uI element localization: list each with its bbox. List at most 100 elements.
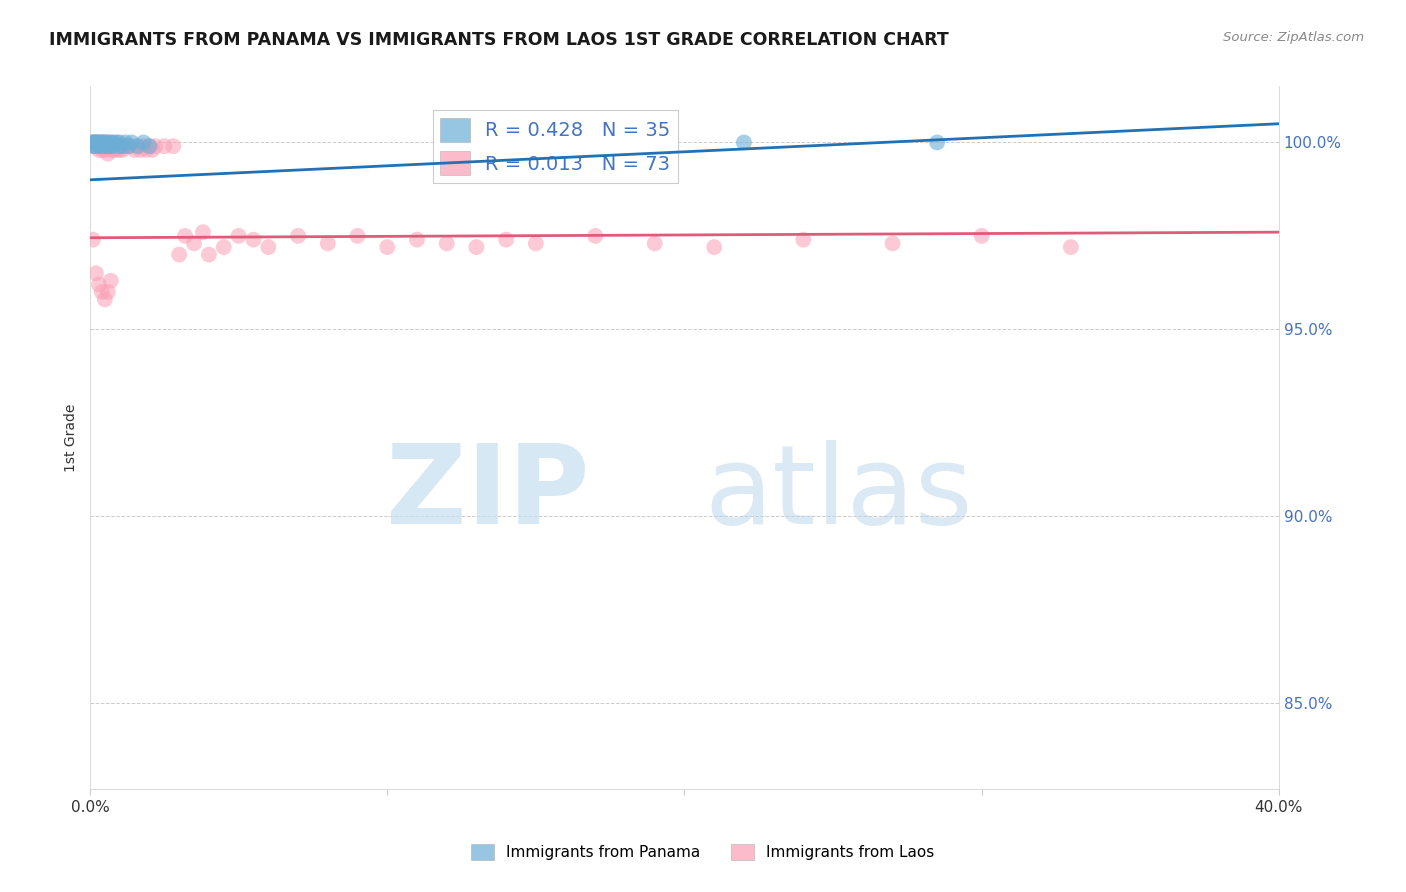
Point — [82, 136, 104, 150]
Point — [87, 139, 110, 153]
Point — [97, 136, 120, 150]
Point — [84, 266, 107, 280]
Point — [465, 240, 488, 254]
Point — [82, 233, 104, 247]
Point — [103, 139, 125, 153]
Point — [132, 136, 155, 150]
Point — [90, 143, 112, 157]
Point — [94, 136, 117, 150]
Point — [162, 139, 184, 153]
Point — [100, 274, 122, 288]
Point — [82, 136, 104, 150]
Point — [82, 136, 104, 150]
Point — [82, 136, 104, 150]
Point — [87, 139, 110, 153]
Point — [90, 136, 112, 150]
Point — [644, 236, 666, 251]
Point — [97, 285, 120, 299]
Point — [97, 139, 120, 153]
Point — [191, 225, 214, 239]
Point — [108, 136, 131, 150]
Point — [87, 277, 110, 292]
Point — [733, 136, 755, 150]
Point — [124, 143, 146, 157]
Point — [141, 143, 163, 157]
Point — [90, 139, 112, 153]
Point — [82, 139, 104, 153]
Point — [212, 240, 235, 254]
Point — [1060, 240, 1083, 254]
Point — [129, 143, 152, 157]
Point — [94, 136, 117, 150]
Point — [84, 139, 107, 153]
Point — [287, 228, 309, 243]
Point — [103, 136, 125, 150]
Point — [84, 136, 107, 150]
Point — [242, 233, 264, 247]
Point — [145, 139, 167, 153]
Point — [97, 136, 120, 150]
Point — [127, 139, 149, 153]
Point — [105, 136, 128, 150]
Point — [90, 136, 112, 150]
Point — [111, 139, 134, 153]
Point — [970, 228, 993, 243]
Point — [90, 139, 112, 153]
Point — [108, 139, 131, 153]
Point — [108, 143, 131, 157]
Point — [97, 139, 120, 153]
Point — [554, 136, 576, 150]
Point — [100, 139, 122, 153]
Point — [153, 139, 176, 153]
Point — [167, 247, 190, 261]
Point — [346, 228, 368, 243]
Point — [111, 143, 134, 157]
Point — [228, 228, 250, 243]
Point — [105, 143, 128, 157]
Point — [87, 136, 110, 150]
Point — [138, 139, 160, 153]
Text: ZIP: ZIP — [387, 441, 589, 548]
Point — [87, 136, 110, 150]
Point — [127, 139, 149, 153]
Point — [108, 139, 131, 153]
Point — [94, 136, 117, 150]
Point — [90, 285, 112, 299]
Point — [174, 228, 197, 243]
Text: atlas: atlas — [704, 441, 973, 548]
Point — [121, 139, 143, 153]
Point — [583, 228, 606, 243]
Point — [87, 136, 110, 150]
Point — [94, 139, 117, 153]
Point — [183, 236, 205, 251]
Point — [375, 240, 398, 254]
Point — [118, 139, 141, 153]
Point — [84, 136, 107, 150]
Point — [114, 136, 136, 150]
Point — [524, 236, 547, 251]
Point — [100, 143, 122, 157]
Point — [105, 139, 128, 153]
Point — [94, 139, 117, 153]
Point — [792, 233, 814, 247]
Point — [100, 136, 122, 150]
Point — [97, 146, 120, 161]
Point — [135, 143, 157, 157]
Point — [111, 139, 134, 153]
Text: IMMIGRANTS FROM PANAMA VS IMMIGRANTS FROM LAOS 1ST GRADE CORRELATION CHART: IMMIGRANTS FROM PANAMA VS IMMIGRANTS FRO… — [49, 31, 949, 49]
Point — [436, 236, 458, 251]
Point — [84, 136, 107, 150]
Point — [198, 247, 221, 261]
Point — [100, 139, 122, 153]
Point — [495, 233, 517, 247]
Point — [882, 236, 904, 251]
Point — [84, 136, 107, 150]
Point — [87, 143, 110, 157]
Point — [100, 136, 122, 150]
Point — [257, 240, 280, 254]
Point — [103, 139, 125, 153]
Point — [927, 136, 949, 150]
Point — [90, 136, 112, 150]
Point — [118, 139, 141, 153]
Point — [703, 240, 725, 254]
